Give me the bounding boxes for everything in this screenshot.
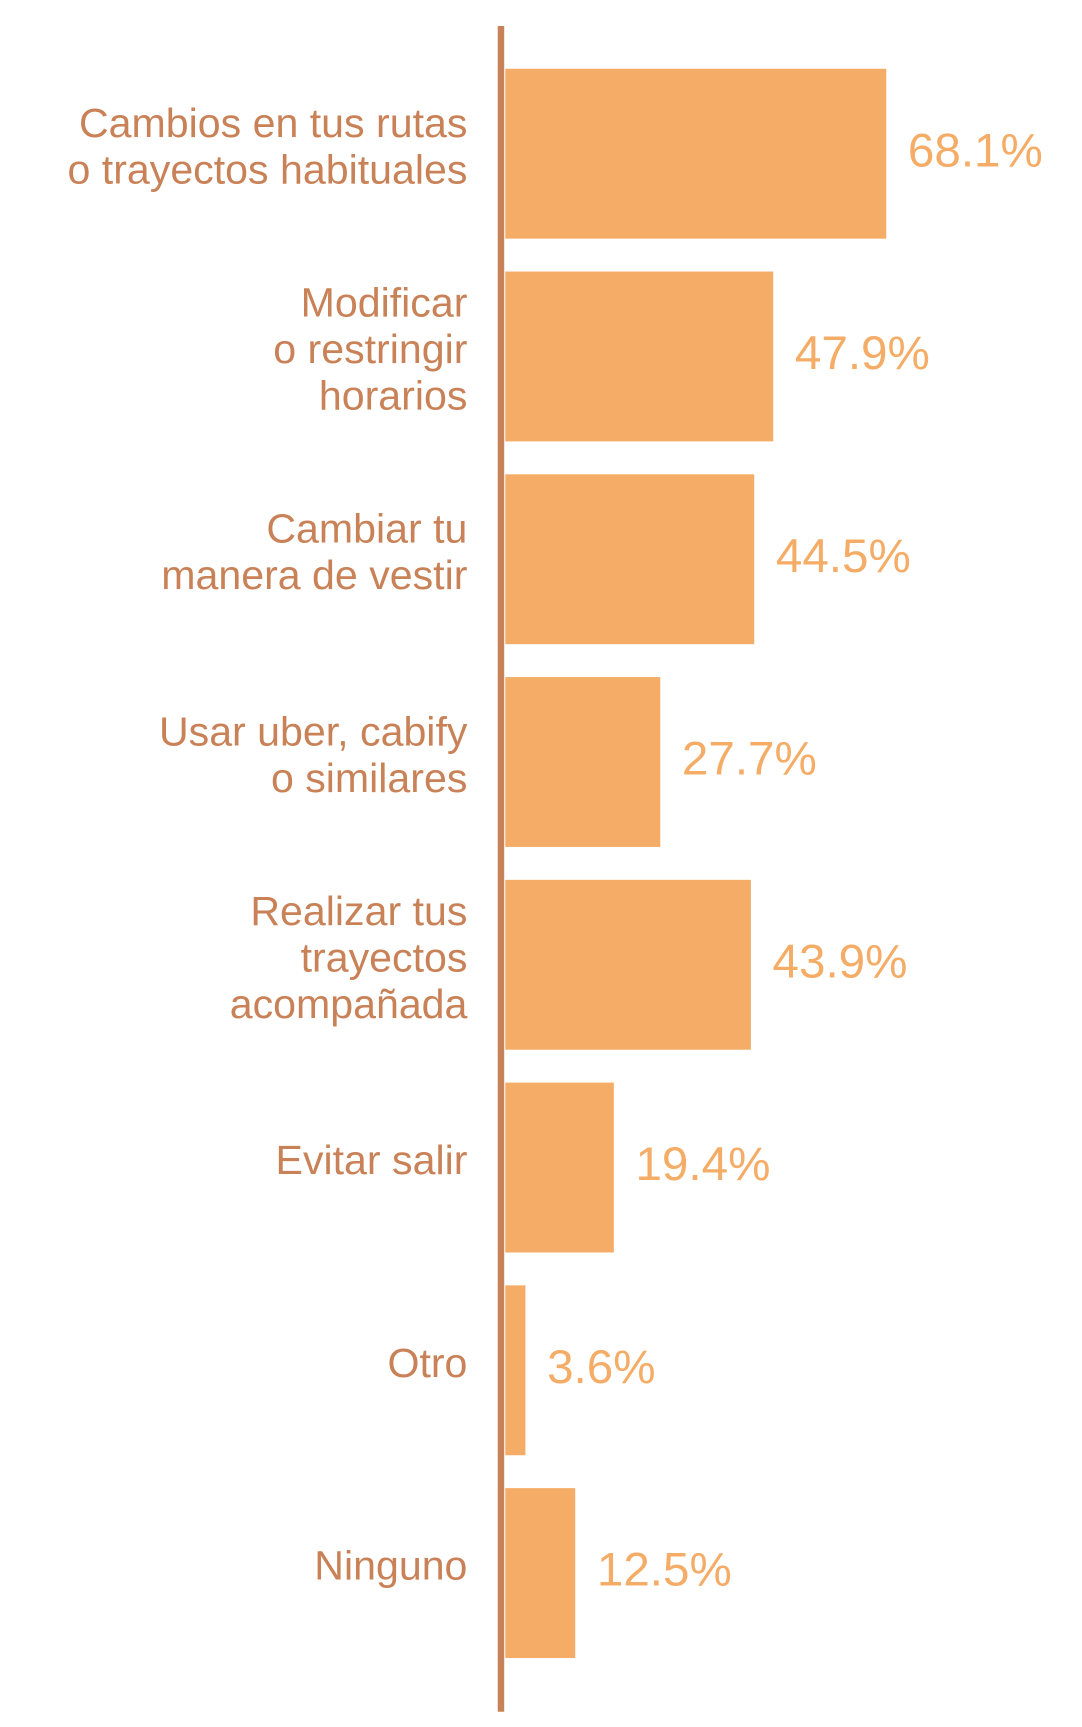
category-label: Usar uber, cabify o similares bbox=[159, 708, 468, 801]
category-label: Otro bbox=[387, 1340, 467, 1386]
category-label-line: Modificar bbox=[301, 279, 468, 325]
bar bbox=[505, 677, 661, 847]
category-label: Modificar o restringir horarios bbox=[273, 279, 467, 418]
bar bbox=[505, 1488, 576, 1659]
bar bbox=[505, 474, 755, 645]
value-label: 43.9% bbox=[773, 935, 908, 988]
category-label-line: o trayectos habituales bbox=[68, 147, 468, 193]
category-label-line: Evitar salir bbox=[276, 1137, 468, 1183]
category-label-line: Cambiar tu bbox=[266, 506, 467, 552]
bar bbox=[505, 68, 887, 239]
value-label: 3.6% bbox=[547, 1341, 655, 1394]
category-label-line: o similares bbox=[271, 755, 467, 801]
category-label-line: o restringir bbox=[273, 326, 467, 372]
category-label: Realizar tus trayectos acompañada bbox=[230, 888, 468, 1027]
category-label-line: Otro bbox=[387, 1340, 467, 1386]
category-label: Ninguno bbox=[314, 1543, 467, 1589]
value-label: 19.4% bbox=[635, 1138, 770, 1191]
category-label-line: acompañada bbox=[230, 981, 468, 1027]
category-label-line: Usar uber, cabify bbox=[159, 708, 468, 754]
value-label: 68.1% bbox=[908, 124, 1043, 177]
value-label: 12.5% bbox=[597, 1544, 732, 1597]
category-label: Cambiar tu manera de vestir bbox=[161, 506, 467, 599]
value-label: 47.9% bbox=[795, 327, 930, 380]
value-label: 27.7% bbox=[682, 733, 817, 786]
bar bbox=[505, 879, 751, 1050]
category-label: Evitar salir bbox=[276, 1137, 468, 1183]
bar bbox=[505, 1082, 614, 1253]
category-label-line: Ninguno bbox=[314, 1543, 467, 1589]
category-label-line: trayectos bbox=[301, 934, 468, 980]
bar bbox=[505, 271, 774, 442]
category-label-line: Cambios en tus rutas bbox=[79, 100, 467, 146]
category-label-line: manera de vestir bbox=[161, 552, 467, 598]
category-label-line: Realizar tus bbox=[250, 888, 467, 934]
category-label-line: horarios bbox=[319, 373, 468, 419]
value-label: 44.5% bbox=[776, 530, 911, 583]
bar bbox=[505, 1285, 526, 1456]
category-label: Cambios en tus rutas o trayectos habitual… bbox=[68, 100, 468, 193]
